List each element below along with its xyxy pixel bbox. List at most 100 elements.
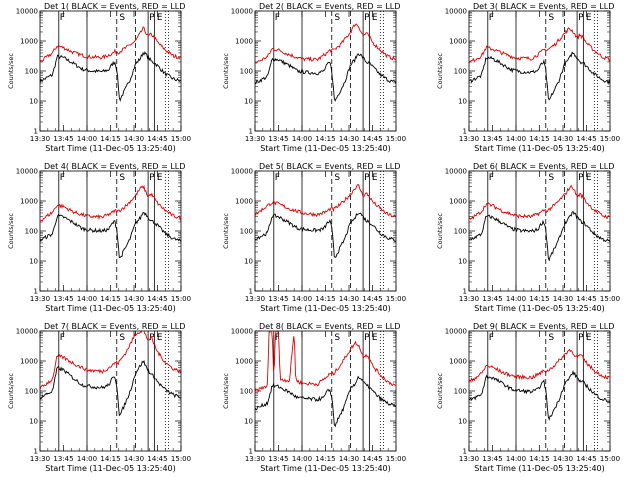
x-axis-label: Start Time (11-Dec-05 13:25:40) — [260, 464, 391, 473]
x-tick-label: 14:00 — [77, 295, 97, 303]
x-tick-label: 14:00 — [506, 135, 526, 143]
y-tick-label: 10 — [29, 98, 38, 106]
marker-label: P — [578, 333, 584, 343]
x-tick-label: 14:30 — [124, 455, 144, 463]
x-tick-label: 14:45 — [362, 135, 382, 143]
y-axis-label: Counts/sec — [436, 213, 444, 249]
x-tick-label: 13:45 — [53, 295, 73, 303]
x-tick-label: 13:45 — [53, 135, 73, 143]
marker-label: F — [60, 333, 65, 343]
marker-label: P — [578, 13, 584, 23]
x-tick-label: 14:15 — [315, 295, 335, 303]
marker-label: E — [372, 173, 378, 183]
marker-label: E — [157, 173, 163, 183]
marker-label: E — [372, 13, 378, 23]
y-tick-label: 100 — [454, 388, 467, 396]
x-tick-label: 13:30 — [30, 295, 50, 303]
y-tick-label: 1000 — [449, 38, 467, 46]
x-tick-label: 14:45 — [147, 295, 167, 303]
series-lld-line — [469, 27, 610, 65]
marker-label: F — [489, 333, 494, 343]
x-tick-label: 14:15 — [100, 135, 120, 143]
marker-label: E — [372, 333, 378, 343]
y-tick-label: 10000 — [445, 8, 467, 16]
marker-label: E — [586, 173, 592, 183]
x-tick-label: 15:00 — [386, 455, 406, 463]
x-tick-label: 13:30 — [245, 295, 265, 303]
marker-label: S — [334, 13, 340, 23]
x-tick-label: 15:00 — [600, 295, 620, 303]
x-tick-label: 14:15 — [315, 455, 335, 463]
marker-label: S — [334, 173, 340, 183]
marker-label: P — [149, 173, 155, 183]
y-tick-label: 100 — [240, 228, 253, 236]
panel-title: Det 1( BLACK = Events, RED = LLD — [44, 2, 185, 11]
series-lld-line — [469, 348, 610, 383]
y-tick-label: 10 — [29, 258, 38, 266]
detector-panel: Det 8( BLACK = Events, RED = LLD 1 10 100 10… — [222, 322, 406, 473]
y-tick-label: 1 — [463, 128, 467, 136]
series-lld-line — [40, 26, 181, 63]
y-tick-label: 1000 — [235, 358, 253, 366]
series-events-line — [255, 375, 396, 428]
y-tick-label: 10000 — [445, 328, 467, 336]
x-tick-label: 13:30 — [459, 135, 479, 143]
y-tick-label: 100 — [25, 388, 38, 396]
x-tick-label: 14:30 — [339, 455, 359, 463]
series-events-line — [255, 53, 396, 102]
detector-panel: Det 6( BLACK = Events, RED = LLD 1 10 100 10… — [436, 162, 620, 313]
x-tick-label: 13:45 — [482, 135, 502, 143]
y-tick-label: 10 — [244, 418, 253, 426]
y-tick-label: 10 — [458, 98, 467, 106]
x-tick-label: 14:15 — [315, 135, 335, 143]
x-tick-label: 14:30 — [339, 295, 359, 303]
detector-panel: Det 9( BLACK = Events, RED = LLD 1 10 100 10… — [436, 322, 620, 473]
plot-frame — [254, 170, 397, 292]
x-tick-label: 14:30 — [553, 135, 573, 143]
x-tick-label: 15:00 — [171, 295, 191, 303]
y-axis-label: Counts/sec — [222, 53, 230, 89]
x-tick-label: 14:45 — [362, 295, 382, 303]
y-tick-label: 10000 — [231, 328, 253, 336]
marker-label: S — [334, 333, 340, 343]
y-tick-label: 10 — [244, 98, 253, 106]
marker-label: E — [157, 333, 163, 343]
x-tick-label: 14:00 — [77, 455, 97, 463]
plot-frame — [39, 170, 182, 292]
x-tick-label: 14:30 — [553, 295, 573, 303]
x-axis-label: Start Time (11-Dec-05 13:25:40) — [474, 304, 605, 313]
series-events-line — [255, 212, 396, 258]
series-events-line — [40, 211, 181, 259]
y-tick-label: 1 — [463, 448, 467, 456]
y-tick-label: 10000 — [16, 168, 38, 176]
y-axis-label: Counts/sec — [7, 53, 15, 89]
x-tick-label: 13:30 — [30, 135, 50, 143]
x-axis-label: Start Time (11-Dec-05 13:25:40) — [45, 464, 176, 473]
x-tick-label: 13:45 — [268, 455, 288, 463]
x-tick-label: 15:00 — [386, 135, 406, 143]
y-tick-label: 1000 — [235, 38, 253, 46]
panel-title: Det 6( BLACK = Events, RED = LLD — [473, 162, 614, 171]
x-tick-label: 14:15 — [100, 455, 120, 463]
marker-label: S — [119, 13, 125, 23]
plot-frame — [468, 330, 611, 452]
detector-panel: Det 1( BLACK = Events, RED = LLD 1 10 100 10… — [7, 2, 191, 153]
x-tick-label: 14:00 — [506, 455, 526, 463]
y-axis-label: Counts/sec — [222, 373, 230, 409]
y-tick-label: 1 — [249, 448, 253, 456]
x-tick-label: 13:45 — [268, 295, 288, 303]
x-tick-label: 14:45 — [147, 455, 167, 463]
plot-frame — [39, 10, 182, 132]
series-events-line — [40, 359, 181, 417]
marker-label: P — [578, 173, 584, 183]
detector-panel: Det 7( BLACK = Events, RED = LLD 1 10 100 10… — [7, 322, 191, 473]
x-axis-label: Start Time (11-Dec-05 13:25:40) — [45, 144, 176, 153]
y-tick-label: 1000 — [20, 198, 38, 206]
marker-label: P — [364, 173, 370, 183]
marker-label: F — [489, 13, 494, 23]
series-events-line — [469, 210, 610, 262]
detector-panel: Det 2( BLACK = Events, RED = LLD 1 10 100 10… — [222, 2, 406, 153]
y-tick-label: 10000 — [231, 8, 253, 16]
x-tick-label: 14:45 — [362, 455, 382, 463]
